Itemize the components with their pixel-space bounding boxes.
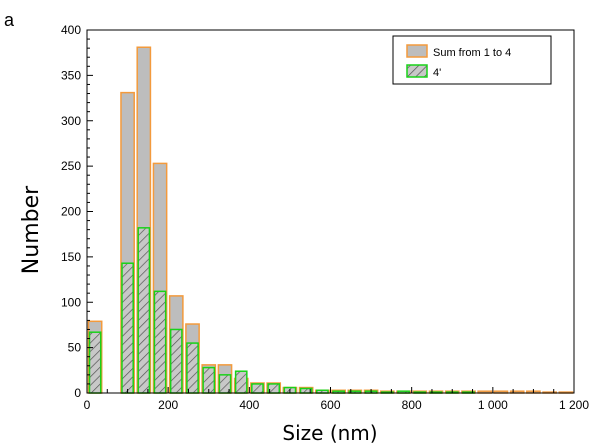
fourprime-bar-240 <box>186 342 199 394</box>
fourprime-bar-200 <box>169 328 183 394</box>
fourprime-bar-80 <box>121 262 134 394</box>
fourprime-bar-0 <box>88 331 102 394</box>
legend-swatch-sum <box>406 44 428 58</box>
x-tick-label: 400 <box>239 398 259 412</box>
y-tick-label: 250 <box>61 159 81 173</box>
y-tick-label: 0 <box>74 386 81 400</box>
x-tick-label: 600 <box>320 398 340 412</box>
x-tick-label: 800 <box>402 398 422 412</box>
fourprime-bar-160 <box>153 290 167 394</box>
fourprime-bar-360 <box>234 370 248 394</box>
panel-label: a <box>4 10 15 30</box>
legend-swatch-4prime <box>406 64 428 78</box>
fourprime-bar-120 <box>137 227 151 394</box>
y-axis: 0 50 100 150 200 250 300 350 400 <box>61 23 93 400</box>
y-tick-label: 150 <box>61 250 81 264</box>
y-tick-label: 100 <box>61 295 81 309</box>
x-axis-title: Size (nm) <box>282 421 377 444</box>
x-tick-label: 200 <box>158 398 178 412</box>
x-tick-label: 1 200 <box>559 398 589 412</box>
y-axis-title: Number <box>19 185 44 274</box>
x-tick-label: 1 000 <box>478 398 508 412</box>
y-tick-label: 300 <box>61 114 81 128</box>
legend-label-4prime: 4' <box>433 67 441 79</box>
x-axis: 0 200 400 600 800 1 000 1 200 <box>84 387 589 412</box>
fourprime-bar-400 <box>251 383 264 394</box>
y-tick-label: 350 <box>61 68 81 82</box>
y-tick-label: 50 <box>68 341 82 355</box>
legend-label-sum: Sum from 1 to 4 <box>433 47 511 59</box>
legend: Sum from 1 to 4 4' <box>392 35 552 85</box>
x-tick-label: 0 <box>84 398 91 412</box>
y-tick-label: 400 <box>61 23 81 37</box>
series-4prime-bars <box>88 227 475 394</box>
y-tick-label: 200 <box>61 205 81 219</box>
